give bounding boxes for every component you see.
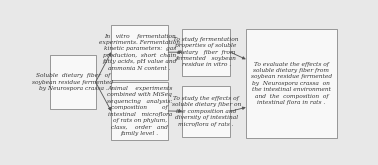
Text: To study fermentation
properties of soluble
dietary   fiber  from
fermented   so: To study fermentation properties of solu… — [174, 37, 239, 67]
FancyBboxPatch shape — [182, 29, 230, 76]
FancyBboxPatch shape — [111, 82, 168, 140]
FancyBboxPatch shape — [182, 86, 230, 137]
Text: Animal    experiments
combined with MiSeq
sequencing   analysis:
composition    : Animal experiments combined with MiSeq s… — [107, 86, 172, 136]
Text: In   vitro    fermentation
experiments. Fermentation
kinetic parameters:  gas
pr: In vitro fermentation experiments. Ferme… — [99, 34, 180, 71]
FancyBboxPatch shape — [111, 25, 168, 80]
Text: To study the effects of
soluble dietary fiber on
the composition and
diversity o: To study the effects of soluble dietary … — [172, 96, 241, 127]
Text: To evaluate the effects of
soluble dietary fiber from
soybean residue fermented
: To evaluate the effects of soluble dieta… — [251, 62, 332, 105]
FancyBboxPatch shape — [246, 29, 337, 138]
FancyBboxPatch shape — [50, 55, 96, 109]
Text: Soluble  dietary  fiber  of
soybean residue fermented
by Neurospora crassa .: Soluble dietary fiber of soybean residue… — [33, 73, 113, 91]
